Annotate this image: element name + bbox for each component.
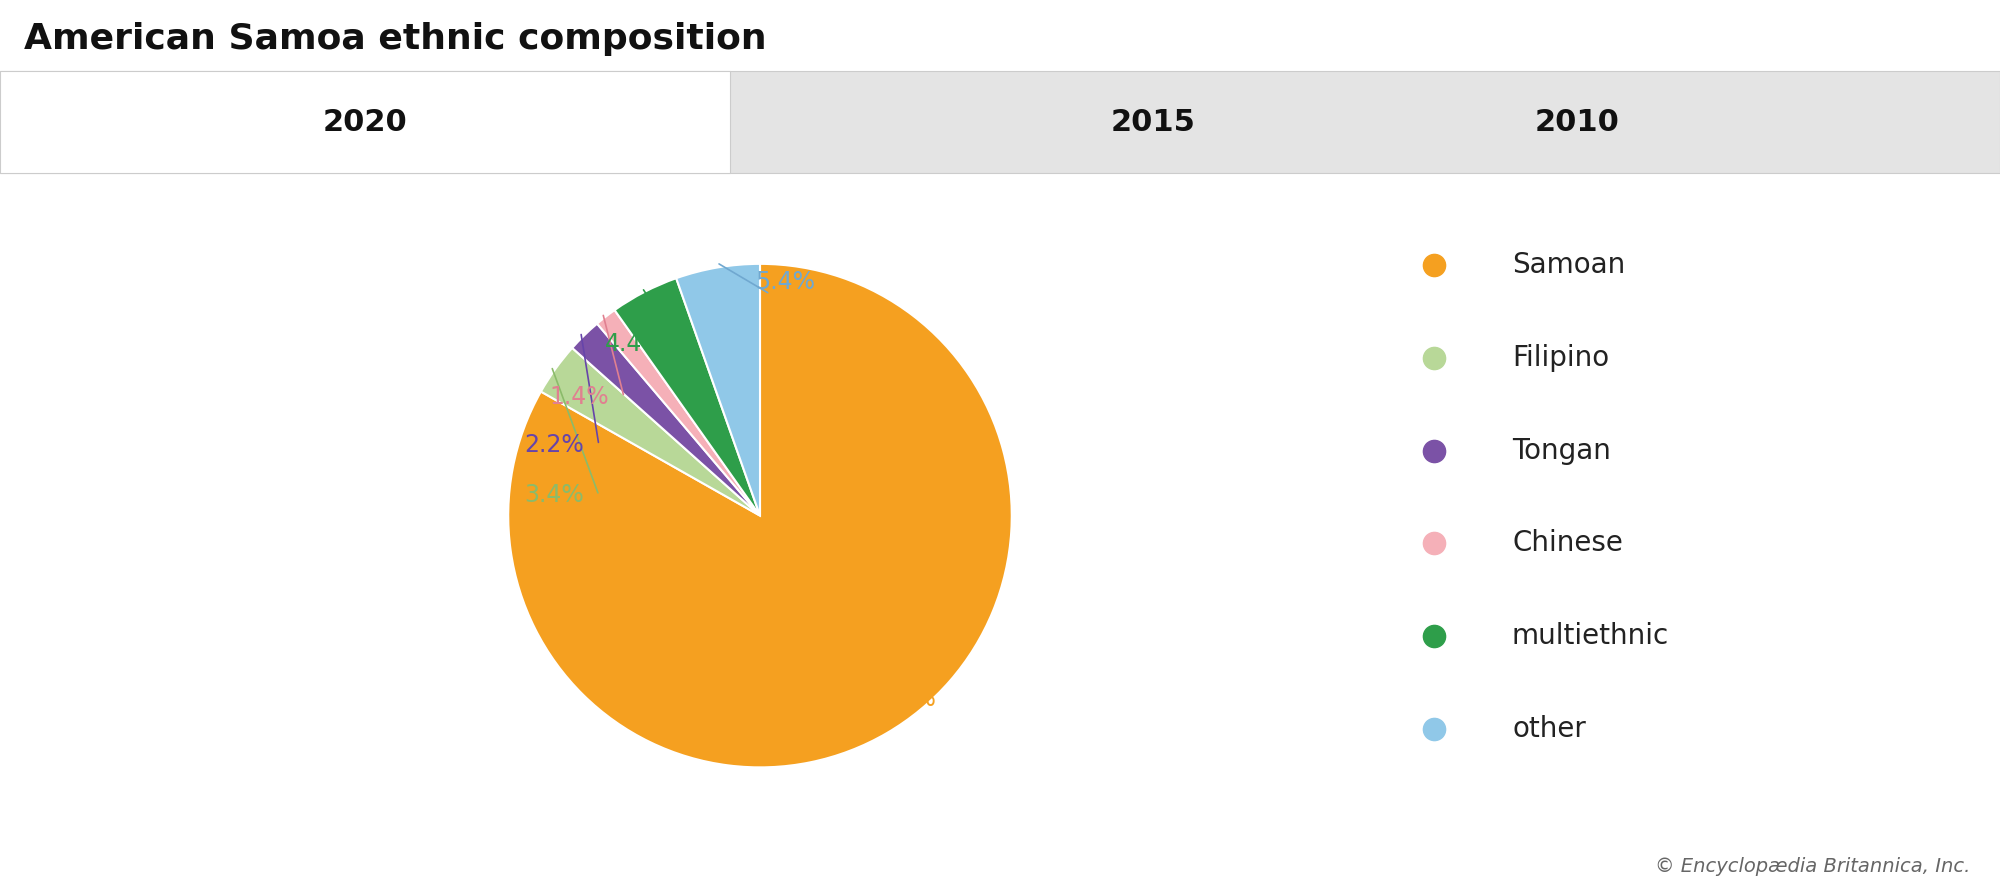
Text: American Samoa ethnic composition: American Samoa ethnic composition xyxy=(24,22,766,56)
Text: 5.4%: 5.4% xyxy=(756,270,816,294)
Text: 83.2%: 83.2% xyxy=(862,687,936,711)
Text: 4.4%: 4.4% xyxy=(604,332,664,356)
Text: 2015: 2015 xyxy=(1110,108,1196,137)
Text: 2010: 2010 xyxy=(1534,108,1620,137)
Wedge shape xyxy=(572,324,760,516)
Text: Tongan: Tongan xyxy=(1512,436,1610,465)
Text: Chinese: Chinese xyxy=(1512,529,1622,557)
Wedge shape xyxy=(614,278,760,516)
Text: 2020: 2020 xyxy=(322,108,408,137)
Text: multiethnic: multiethnic xyxy=(1512,622,1670,650)
Text: 3.4%: 3.4% xyxy=(524,484,584,508)
Text: 1.4%: 1.4% xyxy=(550,385,608,409)
Wedge shape xyxy=(508,264,1012,767)
Wedge shape xyxy=(676,264,760,516)
Wedge shape xyxy=(598,310,760,516)
Text: Samoan: Samoan xyxy=(1512,251,1626,279)
Text: 2.2%: 2.2% xyxy=(524,433,584,457)
Text: © Encyclopædia Britannica, Inc.: © Encyclopædia Britannica, Inc. xyxy=(1654,857,1970,876)
Text: other: other xyxy=(1512,715,1586,743)
Text: Filipino: Filipino xyxy=(1512,344,1610,372)
Wedge shape xyxy=(540,348,760,516)
